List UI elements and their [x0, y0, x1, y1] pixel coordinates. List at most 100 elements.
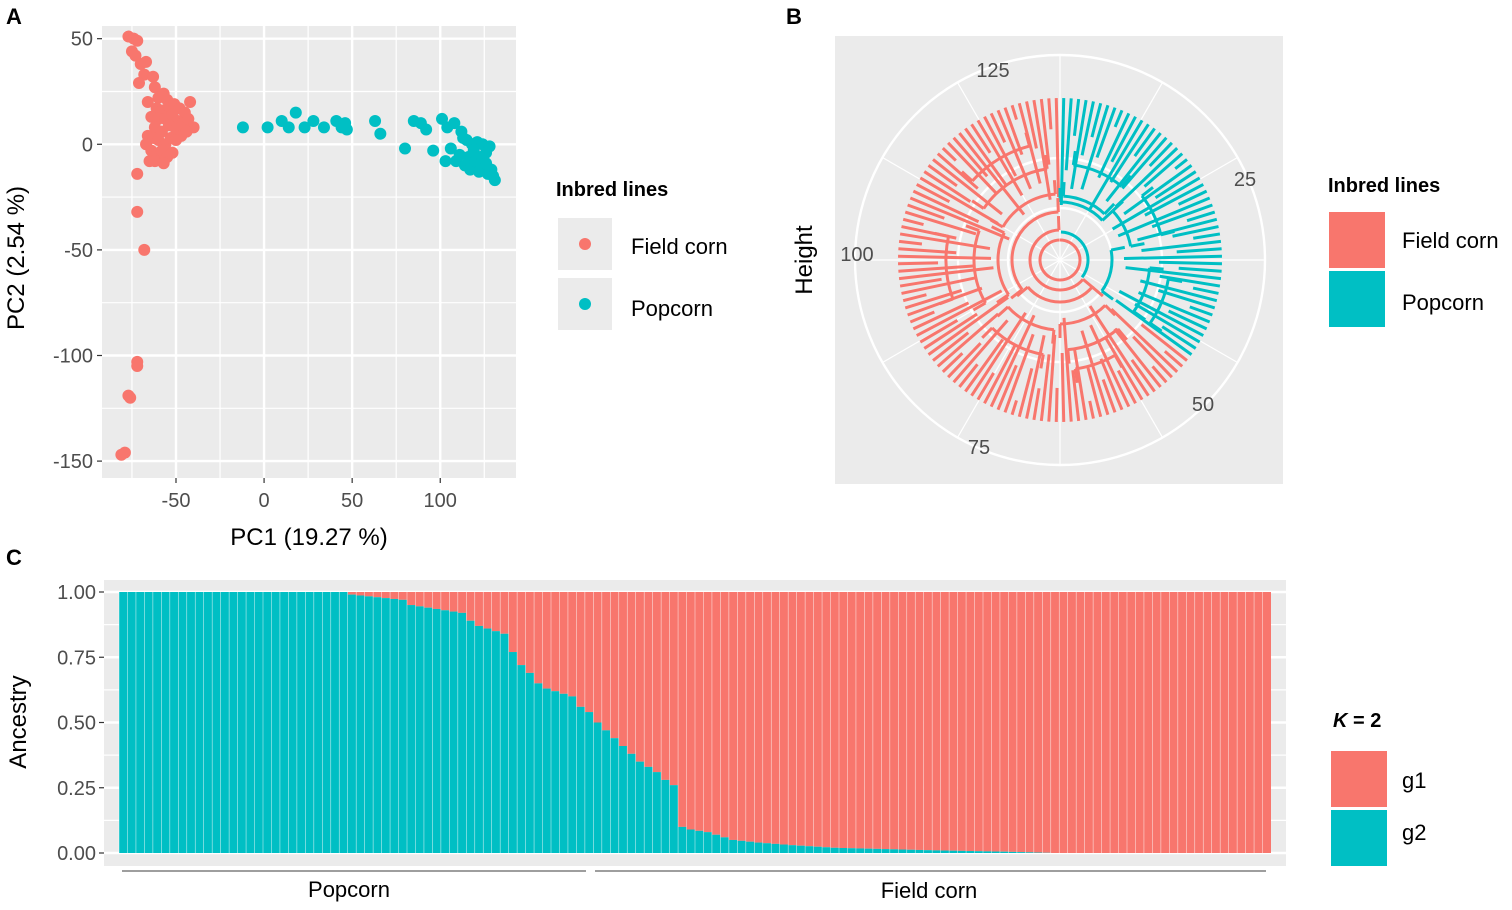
bar-segment-g1 — [534, 592, 542, 683]
point-field-corn — [124, 392, 136, 404]
bar-segment-g1 — [627, 592, 635, 754]
y-tick-label: 1.00 — [57, 582, 96, 604]
bar-segment-g1 — [1195, 592, 1203, 853]
bar-segment-g1 — [1025, 592, 1033, 852]
dendrogram-branch — [1063, 182, 1064, 196]
bar-segment-g1 — [1220, 592, 1228, 853]
bar-segment-g1 — [653, 592, 661, 772]
bar-segment-g2 — [839, 848, 847, 853]
bar-segment-g2 — [788, 845, 796, 853]
panel-a-legend: Inbred lines Field corn Popcorn — [556, 179, 728, 330]
bar-segment-g1 — [365, 592, 373, 596]
bar-segment-g2 — [881, 849, 889, 853]
bar-segment-g2 — [678, 827, 686, 853]
bar-segment-g2 — [966, 851, 974, 853]
angular-tick-label: 50 — [1192, 394, 1214, 416]
bar-segment-g2 — [356, 595, 364, 853]
bar-segment-g2 — [195, 592, 203, 853]
bar-segment-g2 — [458, 613, 466, 853]
bar-segment-g1 — [390, 592, 398, 599]
bar-segment-g1 — [602, 592, 610, 730]
bar-segment-g2 — [221, 592, 229, 853]
bar-segment-g2 — [441, 610, 449, 853]
dendrogram-branch — [1073, 151, 1075, 165]
bar-segment-g1 — [356, 592, 364, 595]
bar-segment-g2 — [746, 842, 754, 853]
legend-title-value: = 2 — [1347, 710, 1381, 732]
panel-b-legend: Inbred lines Field corn Popcorn — [1328, 175, 1499, 327]
y-tick-label: -50 — [64, 240, 93, 262]
bar-segment-g2 — [576, 707, 584, 853]
x-tick-label: 100 — [424, 490, 457, 512]
bar-segment-g1 — [831, 592, 839, 848]
bar-segment-g1 — [543, 592, 551, 689]
bar-segment-g2 — [949, 851, 957, 853]
bar-segment-g1 — [703, 592, 711, 832]
bar-segment-g1 — [576, 592, 584, 707]
bar-segment-g1 — [746, 592, 754, 842]
point-popcorn — [420, 123, 432, 135]
bar-segment-g1 — [432, 592, 440, 609]
bar-segment-g2 — [924, 850, 932, 853]
bar-segment-g2 — [754, 843, 762, 853]
bar-segment-g1 — [822, 592, 830, 847]
bar-segment-g2 — [483, 629, 491, 853]
legend-label-g1: g1 — [1402, 768, 1426, 793]
bar-segment-g2 — [627, 754, 635, 853]
bar-segment-g1 — [373, 592, 381, 597]
bar-segment-g2 — [915, 850, 923, 853]
dendrogram-leaf-field-corn — [1049, 98, 1051, 129]
dendrogram-leaf-field-corn — [898, 263, 938, 264]
bar-segment-g1 — [949, 592, 957, 851]
bar-segment-g2 — [255, 592, 263, 853]
bar-segment-g2 — [229, 592, 237, 853]
bar-segment-g1 — [1042, 592, 1050, 853]
bar-segment-g2 — [297, 592, 305, 853]
bar-segment-g1 — [932, 592, 940, 850]
bar-segment-g2 — [720, 837, 728, 853]
bar-segment-g2 — [958, 851, 966, 853]
bar-segment-g2 — [941, 851, 949, 853]
bar-segment-g2 — [653, 772, 661, 853]
legend-marker-popcorn — [579, 298, 591, 310]
bar-segment-g1 — [619, 592, 627, 746]
bar-segment-g1 — [661, 592, 669, 780]
bar-segment-g2 — [136, 592, 144, 853]
bar-segment-g1 — [847, 592, 855, 848]
bar-segment-g1 — [636, 592, 644, 762]
legend-label-field-corn: Field corn — [631, 234, 728, 259]
bar-segment-g1 — [559, 592, 567, 694]
bar-segment-g1 — [1135, 592, 1143, 853]
group-label-popcorn: Popcorn — [308, 877, 390, 902]
point-popcorn — [480, 157, 492, 169]
bar-segment-g1 — [1076, 592, 1084, 853]
bar-segment-g2 — [1017, 852, 1025, 853]
bar-segment-g2 — [687, 830, 695, 853]
bar-segment-g1 — [1068, 592, 1076, 853]
angular-tick-label: 125 — [976, 60, 1009, 82]
x-tick-label: 0 — [259, 490, 270, 512]
bar-segment-g1 — [983, 592, 991, 851]
bar-segment-g2 — [212, 592, 220, 853]
point-popcorn — [262, 121, 274, 133]
bar-segment-g1 — [458, 592, 466, 613]
bar-segment-g2 — [593, 723, 601, 854]
bar-segment-g2 — [636, 762, 644, 853]
bar-segment-g1 — [517, 592, 525, 665]
bar-segment-g1 — [805, 592, 813, 846]
angular-tick-label: 75 — [968, 437, 990, 459]
bar-segment-g1 — [1263, 592, 1271, 853]
dendrogram-leaf-field-corn — [1062, 353, 1064, 422]
bar-segment-g1 — [1212, 592, 1220, 853]
bar-segment-g2 — [449, 612, 457, 853]
bar-segment-g1 — [924, 592, 932, 850]
point-field-corn — [158, 157, 170, 169]
bar-segment-g2 — [797, 846, 805, 853]
y-tick-label: 0.50 — [57, 713, 96, 735]
bar-segment-g2 — [1008, 852, 1016, 853]
bar-segment-g2 — [432, 609, 440, 853]
panel-c: C 1.000.750.500.250.00 Ancestry Popcorn … — [5, 545, 1426, 903]
y-tick-label: 50 — [71, 29, 93, 51]
panel-c-legend-title: K = 2 — [1333, 710, 1381, 732]
